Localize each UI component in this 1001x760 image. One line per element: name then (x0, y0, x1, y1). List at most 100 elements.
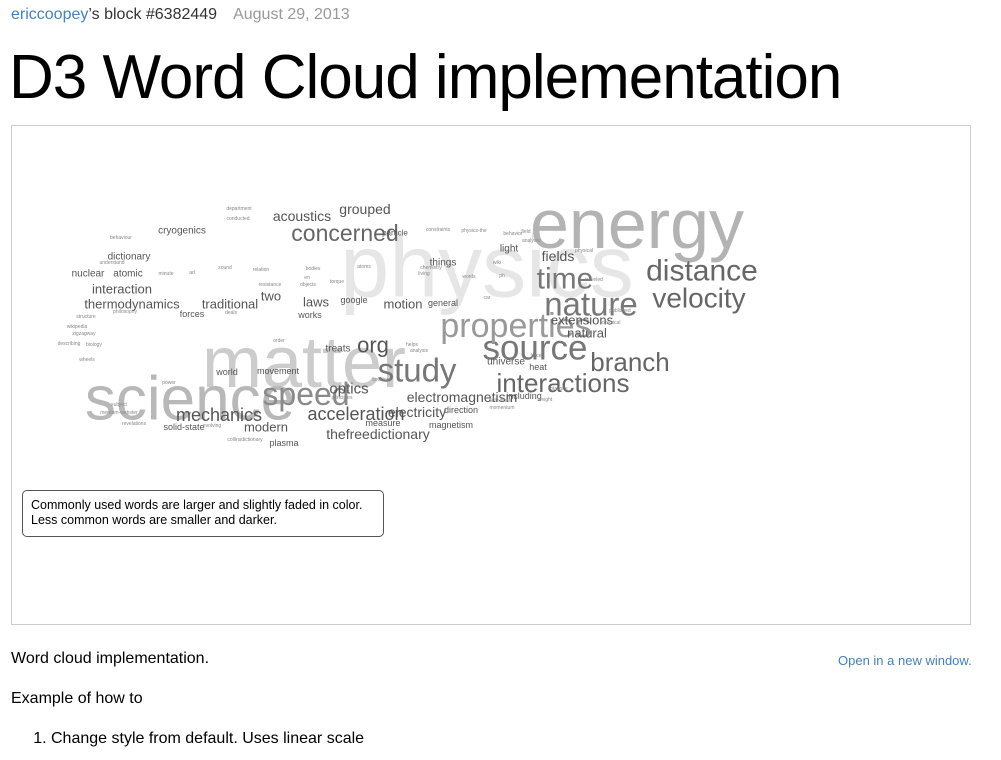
cloud-word: concerned (291, 220, 398, 246)
cloud-word: wheels (79, 357, 95, 363)
cloud-word: heat (529, 362, 547, 372)
steps-list: Change style from default. Uses linear s… (11, 730, 364, 748)
cloud-word: biology (86, 342, 102, 348)
cloud-word: motion (383, 297, 422, 312)
cloud-word: behaviour (110, 235, 132, 241)
cloud-word: study (378, 352, 457, 389)
cloud-word: constraints (426, 227, 451, 233)
cloud-word: objects (300, 282, 316, 288)
cloud-word: physical (575, 248, 593, 254)
cloud-word: nuclear (72, 269, 105, 280)
cloud-word: order (273, 338, 285, 344)
cloud-word: nature (544, 286, 638, 323)
cloud-word: matter (202, 323, 406, 403)
cloud-word: fields (542, 248, 575, 264)
cloud-word: resistance (259, 282, 282, 288)
cloud-word: helps (406, 342, 418, 348)
cloud-word: electromagnetism (407, 389, 518, 405)
cloud-word: acoustics (273, 208, 331, 224)
cloud-word: traditional (202, 297, 258, 312)
cloud-word: treats (325, 344, 350, 355)
cloud-word: electricity (388, 404, 446, 420)
cloud-word: physics (340, 217, 633, 316)
legend-line-1: Commonly used words are larger and sligh… (31, 498, 363, 512)
cloud-word: zigzagway (72, 331, 96, 337)
example-frame: physics matter energy science source properti… (11, 125, 971, 625)
legend-line-2: Less common words are smaller and darker… (31, 513, 277, 527)
cloud-word: describing (58, 341, 81, 347)
cloud-word: chemistry (420, 265, 442, 271)
cloud-word: energy (530, 185, 744, 263)
cloud-word: thermodynamics (84, 297, 180, 312)
cloud-word: interaction (92, 282, 152, 297)
cloud-word: particle (382, 229, 408, 238)
cloud-word: subject (111, 402, 127, 408)
cloud-word: thefreedictionary (326, 426, 430, 442)
cloud-word: solution (372, 377, 389, 383)
cloud-word: power (162, 380, 176, 386)
block-id: ’s block #6382449 (88, 6, 218, 23)
cloud-word: force (530, 353, 541, 359)
cloud-word: ad (189, 270, 195, 276)
cloud-word: magnetism (429, 420, 473, 430)
cloud-word: conducted (226, 216, 249, 222)
cloud-word: bodies (306, 266, 321, 272)
block-description: Word cloud implementation. (11, 650, 210, 667)
cloud-word: acceleration (307, 404, 404, 424)
open-new-window-link[interactable]: Open in a new window. (838, 653, 972, 668)
cloud-word: things (430, 258, 457, 269)
cloud-word: atomic (113, 269, 142, 280)
cloud-word: philosophy (113, 309, 137, 315)
cloud-word: light (500, 244, 519, 255)
cloud-word: direction (444, 405, 478, 415)
cloud-word: classical (602, 320, 621, 326)
cloud-word: properties (440, 307, 591, 345)
cloud-word: google (340, 295, 367, 305)
cloud-word: branch (590, 347, 670, 377)
cloud-word: traveled (585, 277, 603, 283)
cloud-word: grouped (339, 201, 390, 217)
cloud-word: speed (262, 376, 349, 412)
author-link[interactable]: ericcoopey (11, 6, 89, 23)
cloud-word: universe (487, 357, 525, 368)
cloud-word: natural (567, 326, 607, 341)
cloud-word: minute (158, 271, 173, 277)
cloud-word: published (609, 308, 631, 314)
cloud-word: understand (99, 260, 124, 266)
cloud-word: field (521, 229, 530, 235)
cloud-word: time (537, 263, 594, 296)
example-intro: Example of how to (11, 690, 143, 707)
cloud-word: words (462, 274, 476, 280)
cloud-word: including (506, 391, 542, 401)
cloud-word: analysis (410, 348, 429, 354)
cloud-word: definitions (489, 398, 512, 404)
cloud-word: general (428, 298, 458, 308)
cloud-word: deals (225, 310, 237, 316)
cloud-word: merriam-webster (100, 410, 138, 416)
step-item: Change style from default. Uses linear s… (51, 730, 364, 748)
cloud-word: wikipedia (67, 324, 88, 330)
cloud-word: source (482, 329, 587, 368)
cloud-word: sound (218, 265, 232, 271)
cloud-word: evolving (203, 423, 222, 429)
cloud-word: distance (646, 255, 758, 288)
cloud-word: movement (257, 366, 300, 376)
cloud-word: optics (329, 381, 368, 398)
cloud-word: mechanics (176, 405, 262, 425)
cloud-word: modern (244, 420, 288, 435)
cloud-word: dictionary (108, 252, 151, 263)
cloud-word: principles (331, 395, 353, 401)
cloud-word: interactions (497, 368, 630, 398)
cloud-word: wiki (493, 260, 501, 266)
cloud-word: cryogenics (158, 226, 206, 237)
cloud-word: world (215, 367, 238, 377)
cloud-word: two (261, 289, 281, 304)
cloud-word: forces (180, 309, 205, 319)
cloud-word: measure (365, 418, 400, 428)
cloud-word: science (85, 365, 295, 434)
cloud-word: structure (76, 314, 96, 320)
cloud-word: ph (499, 273, 505, 279)
cloud-word: revelations (122, 421, 147, 427)
cloud-word: weight (538, 397, 553, 403)
